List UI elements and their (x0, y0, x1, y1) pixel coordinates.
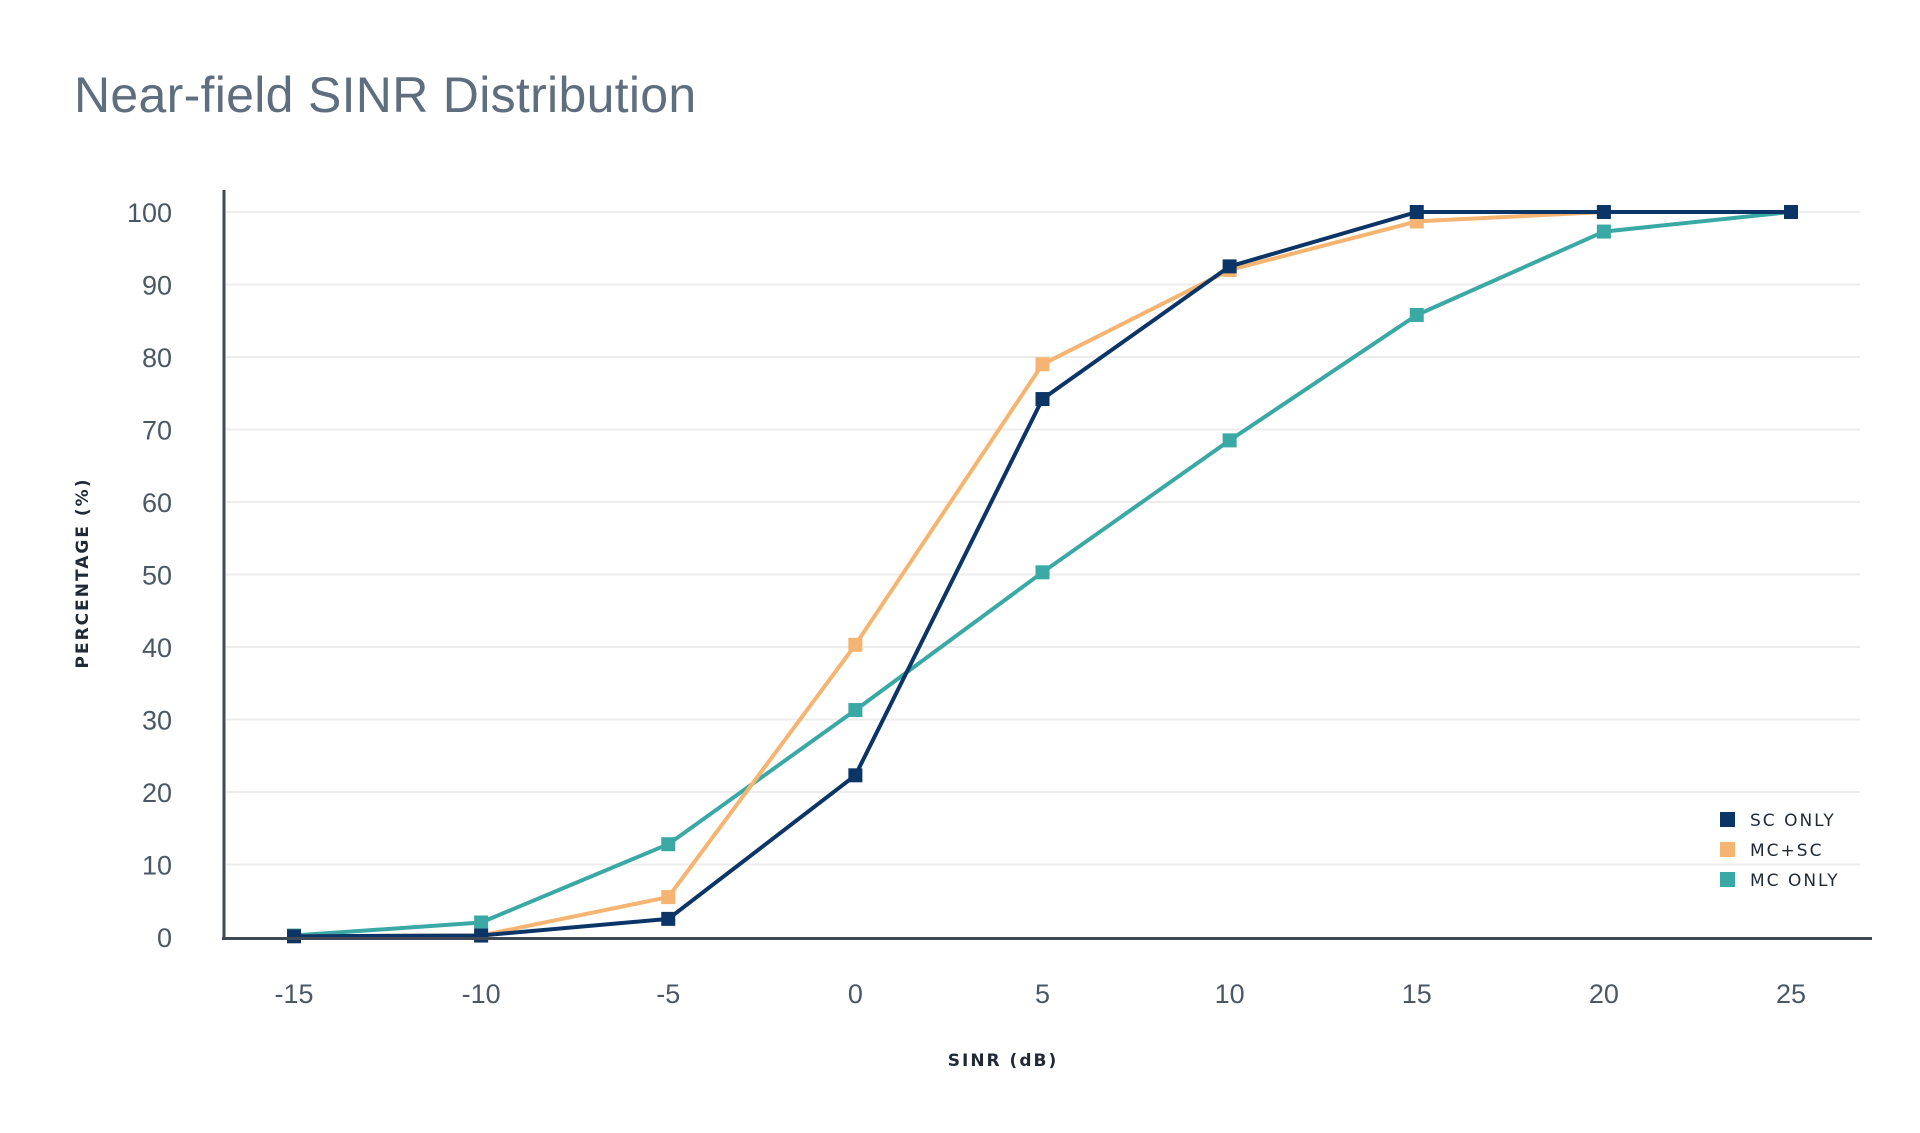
y-tick-label: 40 (142, 633, 172, 663)
y-tick-label: 70 (142, 416, 172, 446)
y-tick-label: 100 (127, 198, 172, 228)
data-point (1784, 205, 1798, 219)
y-tick-label: 10 (142, 851, 172, 881)
series-layer (287, 205, 1798, 944)
data-point (661, 911, 676, 926)
axes (222, 190, 1872, 940)
gridlines (226, 211, 1860, 866)
series-sc-only (287, 205, 1798, 944)
data-point (848, 703, 863, 718)
y-axis-title: PERCENTAGE (%) (73, 478, 93, 669)
y-tick-label: 20 (142, 778, 172, 808)
y-tick-label: 50 (142, 561, 172, 591)
legend-label: MC ONLY (1750, 871, 1840, 891)
x-tick-label: -15 (274, 979, 313, 1009)
x-tick-label: 0 (848, 979, 863, 1009)
legend-swatch (1720, 812, 1735, 827)
data-point (1035, 565, 1050, 580)
data-point (1035, 357, 1050, 372)
data-point (661, 890, 676, 905)
x-tick-label: 25 (1776, 979, 1806, 1009)
data-point (1409, 205, 1424, 219)
x-tick-label: -10 (462, 979, 501, 1009)
legend: SC ONLY MC+SC MC ONLY (1720, 811, 1840, 891)
data-point (1596, 224, 1611, 239)
data-point (848, 768, 863, 783)
data-point (1035, 392, 1050, 407)
y-tick-labels: 0 10 20 30 40 50 60 70 80 90 100 (127, 198, 172, 953)
data-point (848, 637, 863, 652)
legend-swatch (1720, 842, 1735, 857)
legend-label: SC ONLY (1750, 811, 1836, 831)
y-tick-label: 60 (142, 488, 172, 518)
data-point (1409, 307, 1424, 322)
y-tick-label: 0 (157, 923, 172, 953)
legend-swatch (1720, 872, 1735, 887)
data-point (1222, 433, 1237, 448)
x-tick-label: 10 (1215, 979, 1245, 1009)
data-point (474, 928, 489, 943)
x-tick-label: 20 (1589, 979, 1619, 1009)
y-tick-label: 90 (142, 271, 172, 301)
data-point (287, 929, 301, 944)
x-tick-labels: -15 -10 -5 0 5 10 15 20 25 (274, 979, 1806, 1009)
x-tick-label: 5 (1035, 979, 1050, 1009)
y-tick-label: 80 (142, 343, 172, 373)
data-point (1222, 259, 1237, 274)
y-tick-label: 30 (142, 706, 172, 736)
data-point (1596, 205, 1611, 219)
x-axis-title: SINR (dB) (948, 1051, 1058, 1071)
legend-label: MC+SC (1750, 841, 1823, 861)
data-point (661, 837, 676, 852)
data-point (474, 915, 489, 930)
x-tick-label: -5 (656, 979, 680, 1009)
x-tick-label: 15 (1402, 979, 1432, 1009)
chart-title: Near-field SINR Distribution (74, 67, 697, 123)
